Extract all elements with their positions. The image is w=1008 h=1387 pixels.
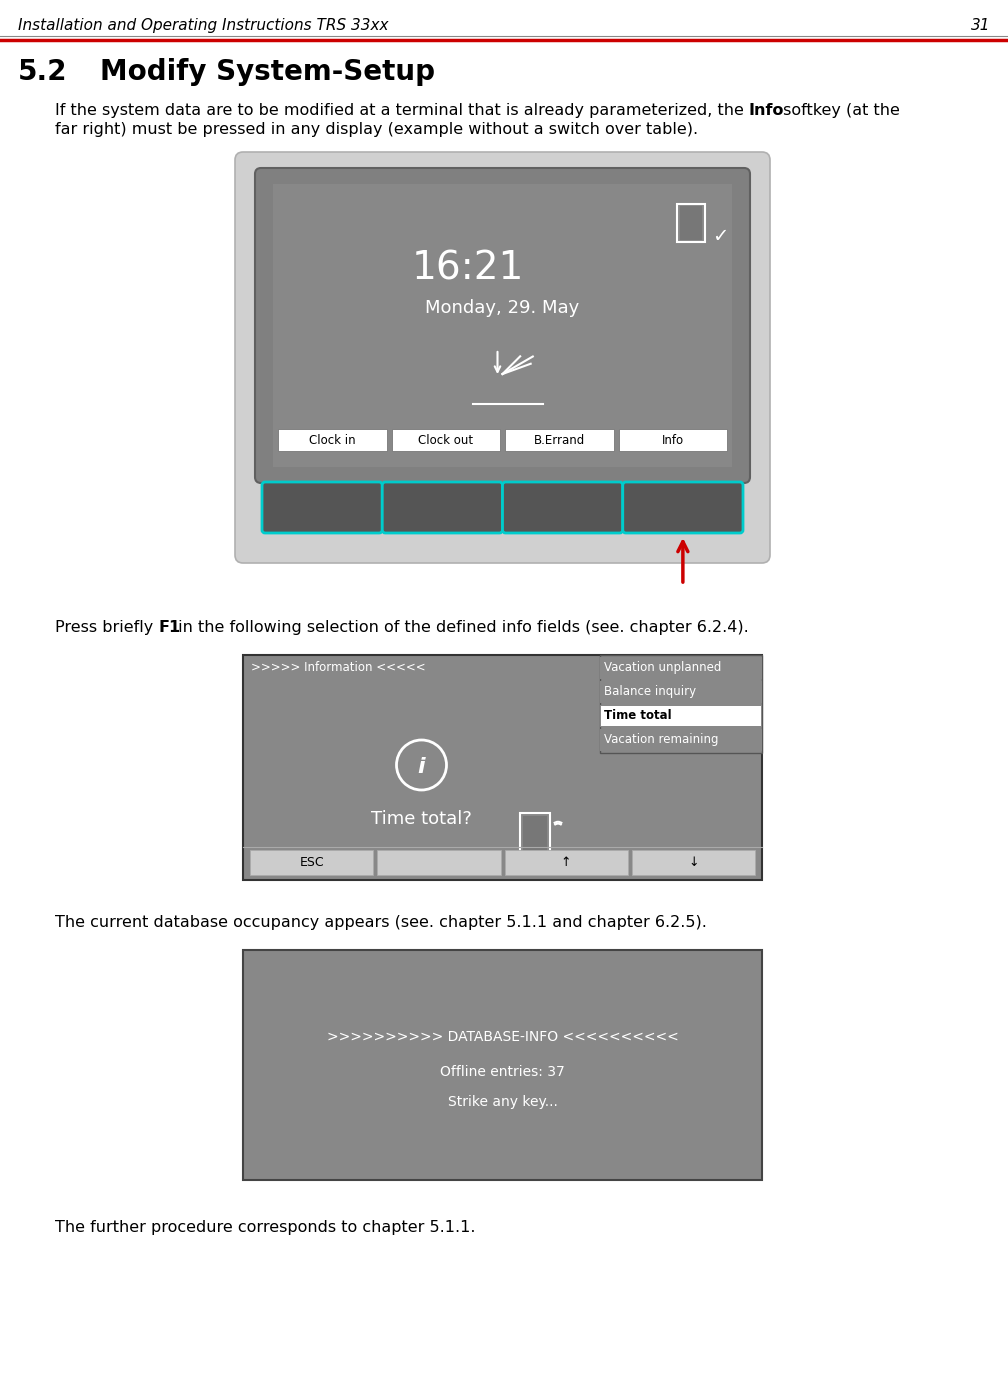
Text: 31: 31 bbox=[971, 18, 990, 33]
Bar bbox=[632, 850, 755, 875]
Text: 5.2: 5.2 bbox=[18, 58, 68, 86]
Text: Installation and Operating Instructions TRS 33xx: Installation and Operating Instructions … bbox=[18, 18, 388, 33]
Text: Clock out: Clock out bbox=[418, 434, 474, 447]
Text: Time total?: Time total? bbox=[371, 810, 472, 828]
Bar bbox=[520, 813, 550, 854]
Circle shape bbox=[396, 741, 447, 791]
FancyBboxPatch shape bbox=[503, 483, 623, 533]
Text: 16:21: 16:21 bbox=[411, 250, 524, 287]
Text: ↑: ↑ bbox=[560, 856, 572, 870]
Text: If the system data are to be modified at a terminal that is already parameterize: If the system data are to be modified at… bbox=[55, 103, 749, 118]
Bar bbox=[600, 705, 762, 727]
Bar bbox=[619, 429, 727, 451]
Bar bbox=[278, 429, 386, 451]
Bar bbox=[677, 204, 705, 241]
Bar bbox=[600, 730, 762, 750]
Text: The current database occupancy appears (see. chapter 5.1.1 and chapter 6.2.5).: The current database occupancy appears (… bbox=[55, 915, 707, 931]
Text: Press briefly: Press briefly bbox=[55, 620, 158, 635]
Bar bbox=[273, 184, 732, 467]
Text: Monday, 29. May: Monday, 29. May bbox=[425, 300, 580, 318]
Text: i: i bbox=[417, 757, 425, 777]
Bar bbox=[250, 850, 373, 875]
Text: Modify System-Setup: Modify System-Setup bbox=[100, 58, 435, 86]
Bar bbox=[243, 655, 762, 879]
Text: Offline entries: 37: Offline entries: 37 bbox=[440, 1065, 564, 1079]
Text: Clock in: Clock in bbox=[308, 434, 356, 447]
Bar bbox=[601, 706, 761, 725]
Text: Time total: Time total bbox=[604, 709, 671, 723]
Text: B.Errand: B.Errand bbox=[533, 434, 585, 447]
FancyBboxPatch shape bbox=[623, 483, 743, 533]
Text: Vacation unplanned: Vacation unplanned bbox=[604, 662, 722, 674]
Bar bbox=[504, 850, 628, 875]
Bar bbox=[600, 657, 762, 680]
Text: The further procedure corresponds to chapter 5.1.1.: The further procedure corresponds to cha… bbox=[55, 1221, 476, 1234]
Text: Info: Info bbox=[661, 434, 683, 447]
Text: >>>>>>>>>> DATABASE-INFO <<<<<<<<<<: >>>>>>>>>> DATABASE-INFO <<<<<<<<<< bbox=[327, 1031, 678, 1044]
Bar bbox=[600, 681, 762, 703]
FancyBboxPatch shape bbox=[262, 483, 382, 533]
Text: far right) must be pressed in any display (example without a switch over table).: far right) must be pressed in any displa… bbox=[55, 122, 699, 137]
Bar bbox=[377, 850, 501, 875]
Text: ✓: ✓ bbox=[712, 227, 729, 245]
Text: Vacation remaining: Vacation remaining bbox=[604, 732, 719, 746]
FancyBboxPatch shape bbox=[255, 168, 750, 483]
Text: Strike any key...: Strike any key... bbox=[448, 1094, 557, 1110]
Text: softkey (at the: softkey (at the bbox=[777, 103, 899, 118]
Text: in the following selection of the defined info fields (see. chapter 6.2.4).: in the following selection of the define… bbox=[172, 620, 748, 635]
Bar bbox=[391, 429, 500, 451]
Bar bbox=[243, 950, 762, 1180]
Text: ESC: ESC bbox=[299, 856, 324, 870]
Text: ↓: ↓ bbox=[688, 856, 699, 870]
FancyBboxPatch shape bbox=[235, 153, 770, 563]
Text: Balance inquiry: Balance inquiry bbox=[604, 685, 697, 698]
Bar bbox=[523, 816, 547, 852]
Text: Info: Info bbox=[749, 103, 784, 118]
Bar bbox=[680, 207, 702, 240]
Text: F1: F1 bbox=[158, 620, 180, 635]
Bar bbox=[600, 655, 762, 753]
Bar bbox=[505, 429, 614, 451]
FancyBboxPatch shape bbox=[382, 483, 503, 533]
Text: >>>>> Information <<<<<: >>>>> Information <<<<< bbox=[251, 662, 425, 674]
